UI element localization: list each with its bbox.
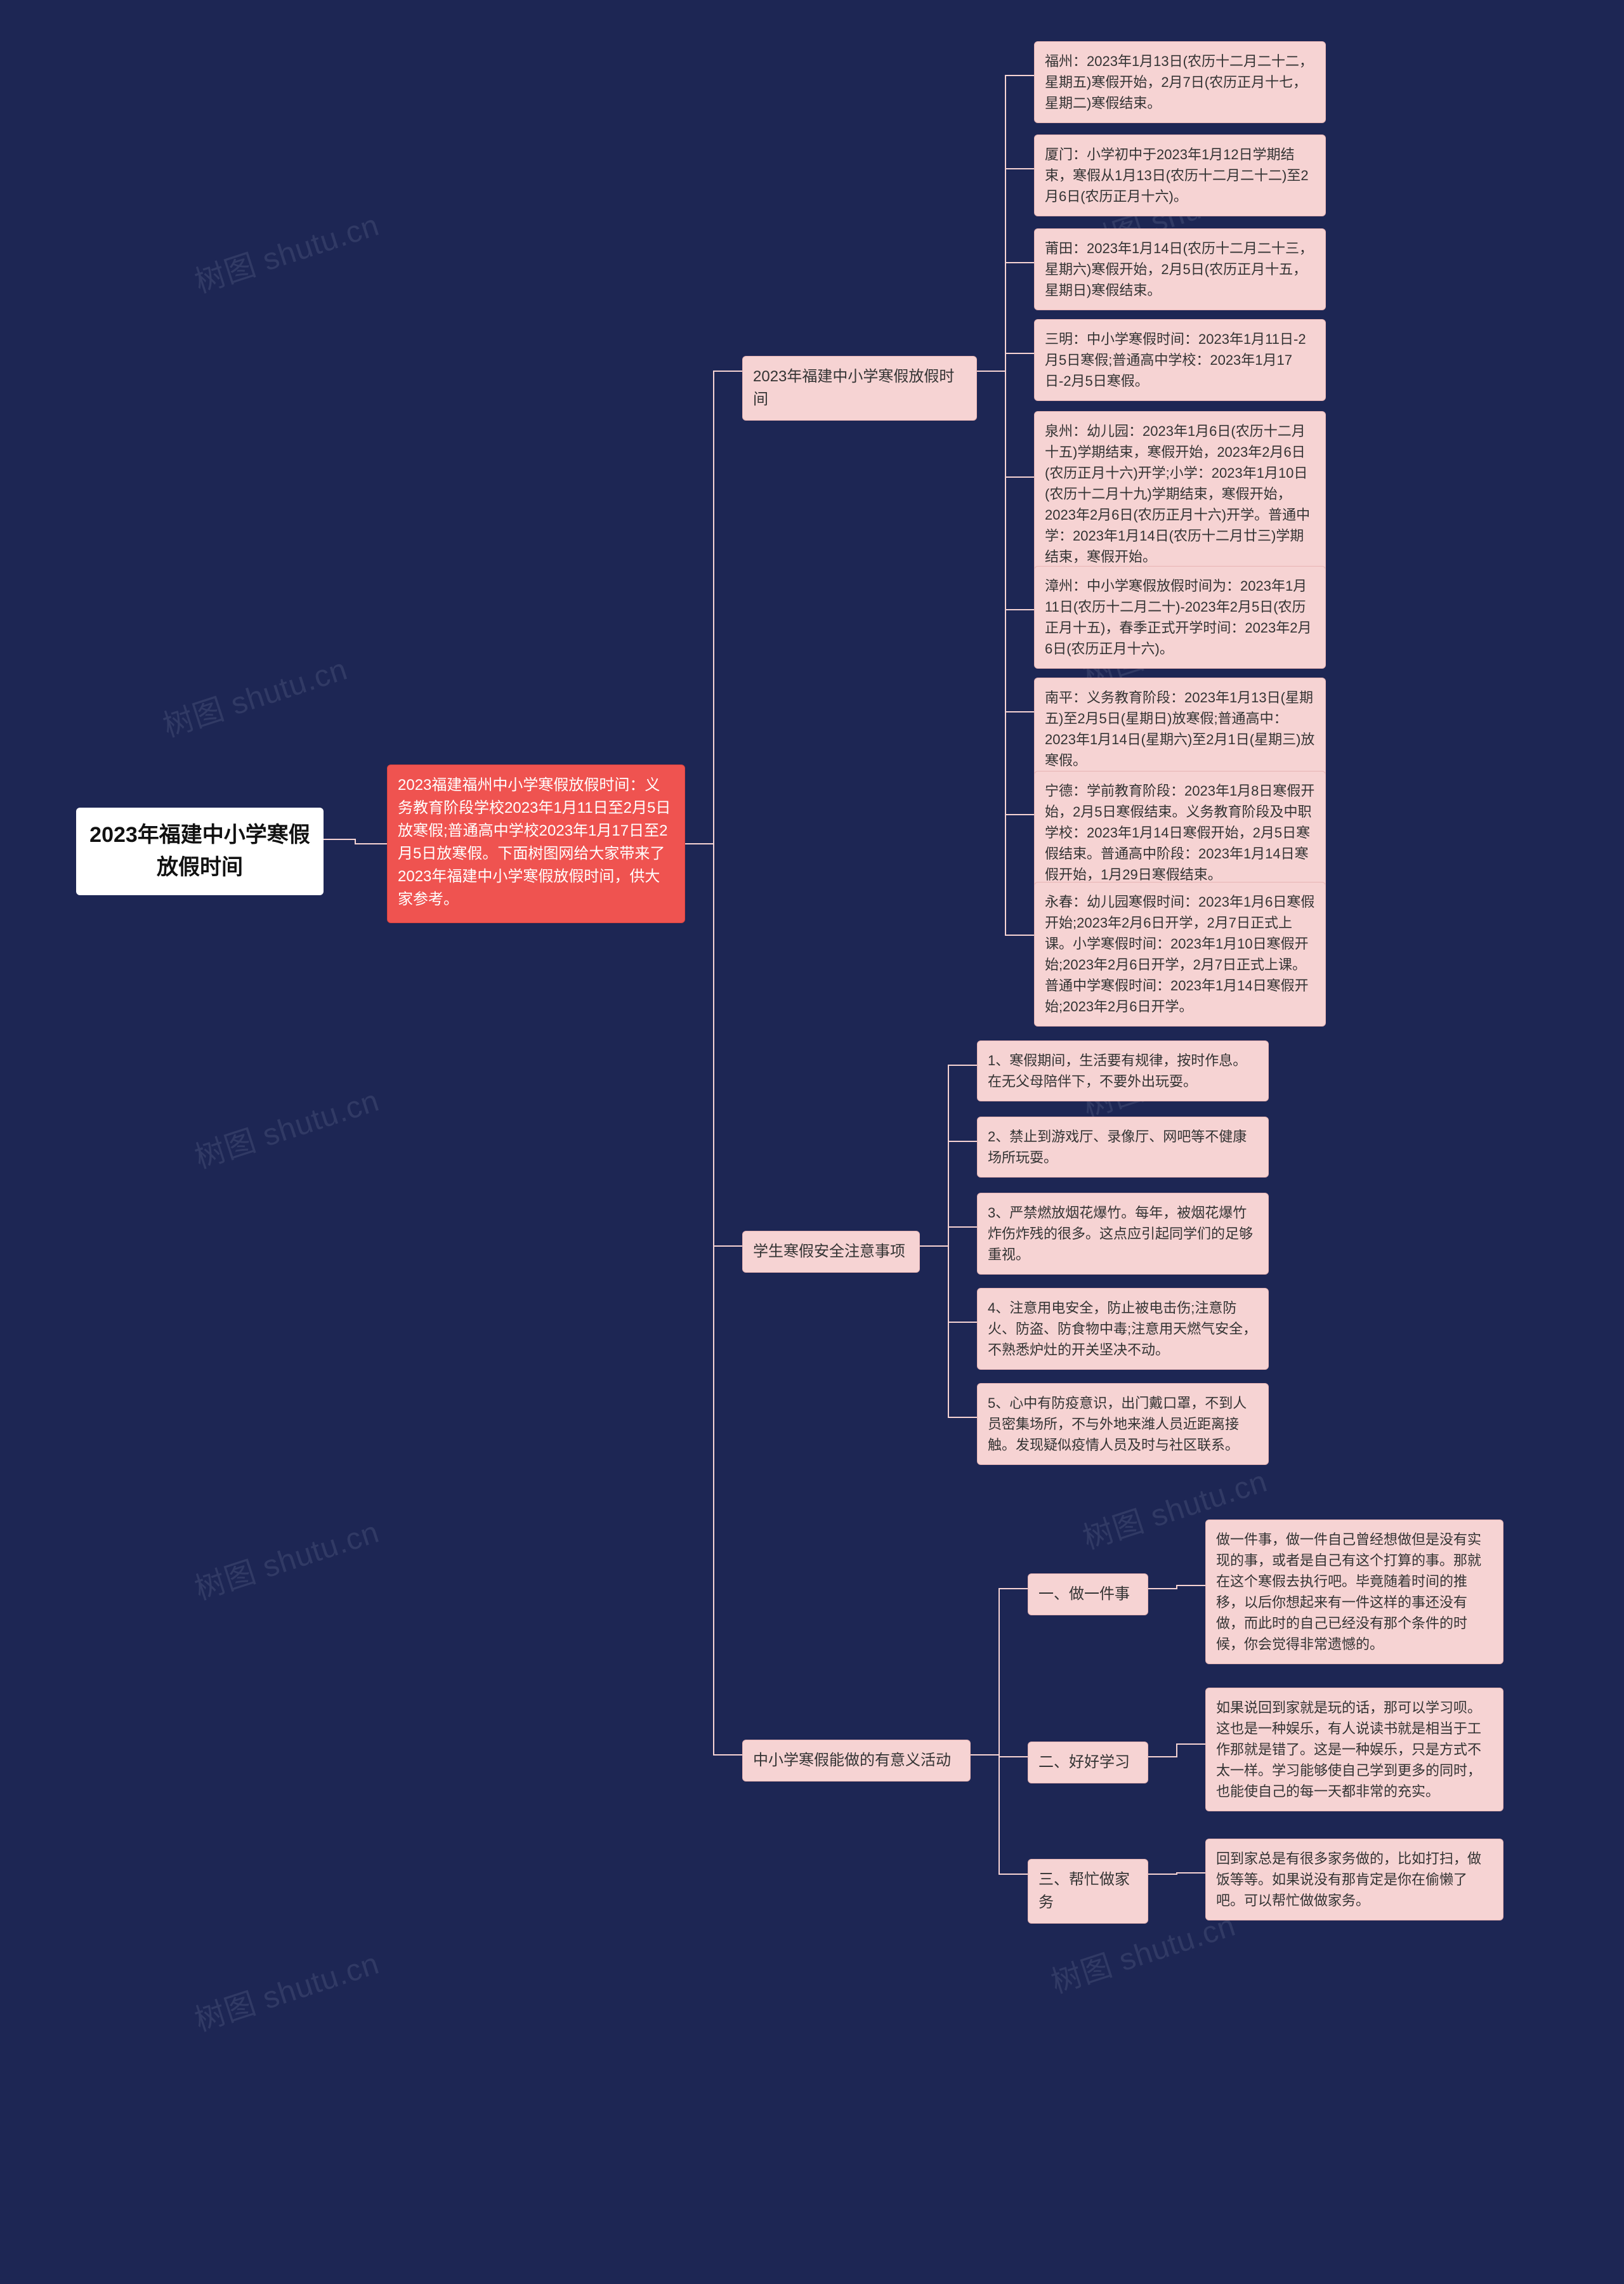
leaf-node: 5、心中有防疫意识，出门戴口罩，不到人员密集场所，不与外地来潍人员近距离接触。发…: [977, 1383, 1269, 1465]
leaf-node: 泉州：幼儿园：2023年1月6日(农历十二月十五)学期结束，寒假开始，2023年…: [1034, 411, 1326, 577]
leaf-node: 南平：义务教育阶段：2023年1月13日(星期五)至2月5日(星期日)放寒假;普…: [1034, 678, 1326, 780]
root-node: 2023年福建中小学寒假放假时间: [76, 808, 324, 895]
watermark-text: 树图 shutu.cn: [188, 1938, 384, 2040]
leaf-node: 福州：2023年1月13日(农历十二月二十二，星期五)寒假开始，2月7日(农历正…: [1034, 41, 1326, 123]
connectors-layer: [0, 0, 1624, 2284]
leaf-node: 漳州：中小学寒假放假时间为：2023年1月11日(农历十二月二十)-2023年2…: [1034, 566, 1326, 669]
leaf-node: 永春：幼儿园寒假时间：2023年1月6日寒假开始;2023年2月6日开学，2月7…: [1034, 882, 1326, 1027]
leaf-node: 莆田：2023年1月14日(农历十二月二十三，星期六)寒假开始，2月5日(农历正…: [1034, 228, 1326, 310]
mid-node: 三、帮忙做家务: [1028, 1859, 1148, 1924]
watermark-text: 树图 shutu.cn: [188, 1507, 384, 1608]
leaf-node: 三明：中小学寒假时间：2023年1月11日-2月5日寒假;普通高中学校：2023…: [1034, 319, 1326, 401]
leaf-node: 如果说回到家就是玩的话，那可以学习呗。这也是一种娱乐，有人说读书就是相当于工作那…: [1205, 1688, 1503, 1811]
watermark-text: 树图 shutu.cn: [157, 644, 353, 745]
leaf-node: 回到家总是有很多家务做的，比如打扫，做饭等等。如果说没有那肯定是你在偷懒了吧。可…: [1205, 1839, 1503, 1920]
leaf-node: 2、禁止到游戏厅、录像厅、网吧等不健康场所玩耍。: [977, 1117, 1269, 1178]
leaf-node: 做一件事，做一件自己曾经想做但是没有实现的事，或者是自己有这个打算的事。那就在这…: [1205, 1519, 1503, 1664]
branch-node: 2023年福建中小学寒假放假时间: [742, 356, 977, 421]
leaf-node: 3、严禁燃放烟花爆竹。每年，被烟花爆竹炸伤炸残的很多。这点应引起同学们的足够重视…: [977, 1193, 1269, 1275]
main-summary-node: 2023福建福州中小学寒假放假时间：义务教育阶段学校2023年1月11日至2月5…: [387, 765, 685, 923]
branch-node: 中小学寒假能做的有意义活动: [742, 1740, 971, 1782]
leaf-node: 4、注意用电安全，防止被电击伤;注意防火、防盗、防食物中毒;注意用天燃气安全，不…: [977, 1288, 1269, 1370]
watermark-text: 树图 shutu.cn: [188, 1075, 384, 1177]
mid-node: 二、好好学习: [1028, 1742, 1148, 1783]
watermark-text: 树图 shutu.cn: [188, 200, 384, 301]
leaf-node: 宁德：学前教育阶段：2023年1月8日寒假开始，2月5日寒假结束。义务教育阶段及…: [1034, 771, 1326, 895]
mid-node: 一、做一件事: [1028, 1573, 1148, 1615]
leaf-node: 1、寒假期间，生活要有规律，按时作息。在无父母陪伴下，不要外出玩耍。: [977, 1040, 1269, 1101]
branch-node: 学生寒假安全注意事项: [742, 1231, 920, 1273]
mindmap-canvas: 树图 shutu.cn 树图 shutu.cn 树图 shutu.cn 树图 shut…: [0, 0, 1624, 2284]
leaf-node: 厦门：小学初中于2023年1月12日学期结束，寒假从1月13日(农历十二月二十二…: [1034, 135, 1326, 216]
